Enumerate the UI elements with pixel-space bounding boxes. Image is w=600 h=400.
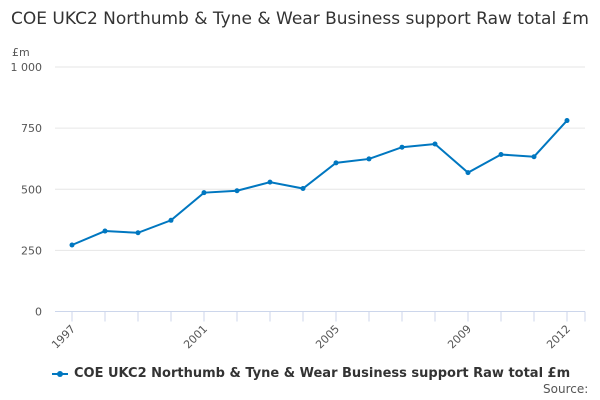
data-point	[102, 228, 108, 234]
legend[interactable]: COE UKC2 Northumb & Tyne & Wear Business…	[52, 366, 570, 381]
x-tick-label: 2005	[313, 322, 342, 351]
data-point	[234, 188, 240, 194]
data-point	[333, 160, 339, 166]
y-tick-label: 500	[21, 183, 42, 196]
y-tick-label: 1 000	[11, 61, 43, 74]
source-label: Source:	[543, 382, 589, 396]
legend-label: COE UKC2 Northumb & Tyne & Wear Business…	[74, 366, 571, 381]
legend-line-marker-icon	[52, 370, 68, 377]
data-point	[168, 217, 174, 223]
y-tick-label: 250	[21, 244, 42, 257]
x-tick-label: 2009	[445, 322, 474, 351]
data-point	[300, 186, 306, 192]
data-point	[465, 170, 471, 176]
data-point	[531, 154, 537, 160]
data-point	[69, 242, 75, 248]
data-point	[366, 156, 372, 162]
data-point	[135, 230, 141, 236]
y-axis-label: £m	[12, 46, 30, 59]
series-line	[71, 119, 568, 246]
y-tick-label: 750	[21, 122, 42, 135]
x-tick-label: 2001	[181, 322, 210, 351]
data-point	[564, 118, 570, 124]
data-point	[432, 141, 438, 147]
x-tick-label: 1997	[49, 322, 78, 351]
x-tick-label: 2012	[544, 322, 573, 351]
y-tick-label: 0	[35, 306, 42, 319]
data-point	[201, 190, 207, 196]
data-point	[399, 144, 405, 150]
data-point	[498, 152, 504, 158]
chart-title: COE UKC2 Northumb & Tyne & Wear Business…	[11, 9, 589, 29]
data-point	[267, 179, 273, 185]
